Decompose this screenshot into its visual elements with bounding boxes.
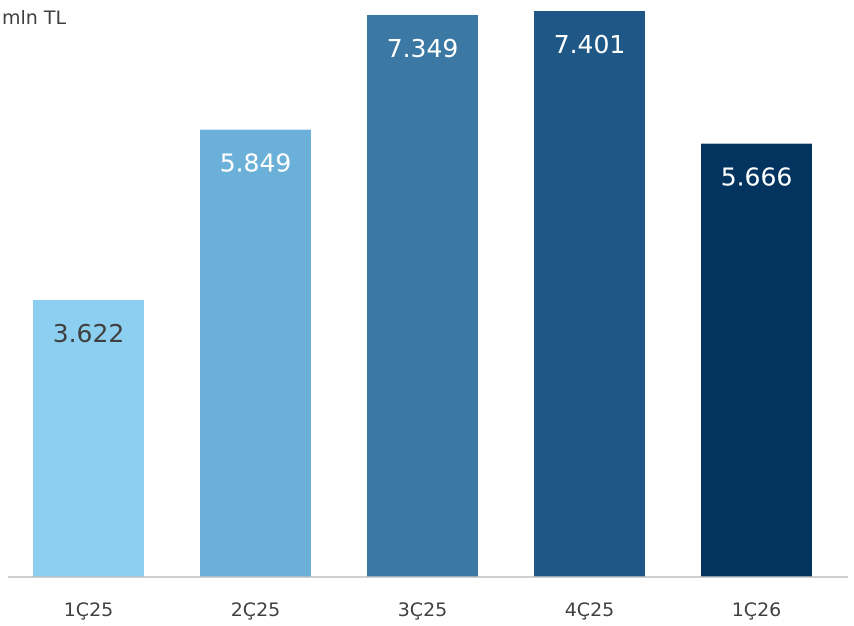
value-label-1Ç25: 3.622 [53,319,125,348]
category-label-1Ç26: 1Ç26 [732,599,782,621]
bar-3Ç25 [367,14,478,578]
bars-group [33,11,812,578]
value-labels-group: 3.622 5.849 7.349 7.401 5.666 [53,30,793,348]
bar-1Ç26 [701,143,812,577]
bar-2Ç25 [200,129,311,578]
y-axis-unit-label: mln TL [2,7,66,29]
value-label-4Ç25: 7.401 [554,30,626,59]
bar-4Ç25 [534,11,645,577]
category-labels-group: 1Ç25 2Ç25 3Ç25 4Ç25 1Ç26 [64,599,782,621]
value-label-1Ç26: 5.666 [721,163,793,192]
category-label-1Ç25: 1Ç25 [64,599,114,621]
bar-1Ç25 [33,300,144,577]
value-label-2Ç25: 5.849 [220,149,292,178]
category-label-2Ç25: 2Ç25 [231,599,281,621]
value-label-3Ç25: 7.349 [387,34,459,63]
category-label-4Ç25: 4Ç25 [565,599,615,621]
category-label-3Ç25: 3Ç25 [398,599,448,621]
